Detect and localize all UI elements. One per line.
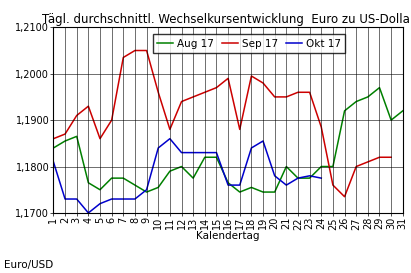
Okt 17 (237, 183, 242, 187)
Okt 17 (121, 197, 126, 201)
Aug 17 (237, 190, 242, 194)
Okt 17 (202, 151, 207, 154)
Okt 17 (179, 151, 184, 154)
Okt 17 (226, 183, 231, 187)
Okt 17 (261, 139, 266, 143)
Okt 17 (156, 146, 161, 150)
Sep 17 (214, 86, 219, 89)
Aug 17 (296, 176, 300, 180)
Aug 17 (156, 186, 161, 189)
Okt 17 (284, 183, 289, 187)
Sep 17 (74, 114, 79, 117)
Legend: Aug 17, Sep 17, Okt 17: Aug 17, Sep 17, Okt 17 (153, 34, 345, 53)
Okt 17 (132, 197, 137, 201)
Aug 17 (307, 176, 312, 180)
Sep 17 (342, 195, 347, 198)
Sep 17 (261, 81, 266, 85)
Sep 17 (202, 91, 207, 94)
Okt 17 (86, 211, 91, 215)
Sep 17 (156, 91, 161, 94)
Sep 17 (319, 125, 324, 129)
Aug 17 (86, 181, 91, 184)
Aug 17 (214, 156, 219, 159)
Okt 17 (272, 174, 277, 177)
Line: Aug 17: Aug 17 (53, 88, 403, 192)
Sep 17 (179, 100, 184, 103)
Aug 17 (330, 165, 335, 168)
Sep 17 (365, 160, 370, 164)
Sep 17 (191, 95, 196, 99)
Sep 17 (62, 132, 67, 136)
Aug 17 (121, 176, 126, 180)
Aug 17 (97, 188, 102, 191)
Sep 17 (377, 156, 382, 159)
Sep 17 (51, 137, 56, 140)
Sep 17 (272, 95, 277, 99)
Text: Euro/USD: Euro/USD (4, 260, 53, 270)
Aug 17 (74, 135, 79, 138)
Aug 17 (400, 109, 405, 112)
Okt 17 (214, 151, 219, 154)
Aug 17 (144, 190, 149, 194)
Aug 17 (51, 146, 56, 150)
Okt 17 (97, 202, 102, 205)
Sep 17 (296, 91, 300, 94)
Okt 17 (109, 197, 114, 201)
Aug 17 (167, 170, 172, 173)
Aug 17 (354, 100, 359, 103)
Okt 17 (319, 176, 324, 180)
Sep 17 (132, 49, 137, 52)
Aug 17 (272, 190, 277, 194)
Okt 17 (144, 188, 149, 191)
Aug 17 (319, 165, 324, 168)
Sep 17 (237, 128, 242, 131)
Sep 17 (284, 95, 289, 99)
Sep 17 (330, 183, 335, 187)
Aug 17 (249, 186, 254, 189)
Aug 17 (132, 183, 137, 187)
Sep 17 (109, 118, 114, 122)
Sep 17 (97, 137, 102, 140)
Aug 17 (62, 139, 67, 143)
Sep 17 (121, 56, 126, 59)
Line: Sep 17: Sep 17 (53, 51, 391, 197)
Sep 17 (249, 74, 254, 78)
Aug 17 (261, 190, 266, 194)
Okt 17 (296, 176, 300, 180)
Aug 17 (202, 156, 207, 159)
Aug 17 (284, 165, 289, 168)
Sep 17 (144, 49, 149, 52)
Sep 17 (389, 156, 394, 159)
Sep 17 (307, 91, 312, 94)
Okt 17 (307, 174, 312, 177)
Aug 17 (109, 176, 114, 180)
Sep 17 (167, 128, 172, 131)
Sep 17 (226, 77, 231, 80)
Aug 17 (342, 109, 347, 112)
Okt 17 (191, 151, 196, 154)
Sep 17 (86, 105, 91, 108)
Aug 17 (226, 181, 231, 184)
Aug 17 (377, 86, 382, 89)
Okt 17 (51, 160, 56, 164)
Aug 17 (179, 165, 184, 168)
Okt 17 (167, 137, 172, 140)
Okt 17 (249, 146, 254, 150)
Aug 17 (389, 118, 394, 122)
Title: Tägl. durchschnittl. Wechselkursentwicklung  Euro zu US-Dollar: Tägl. durchschnittl. Wechselkursentwickl… (42, 13, 411, 26)
X-axis label: Kalendertag: Kalendertag (196, 231, 260, 241)
Okt 17 (74, 197, 79, 201)
Line: Okt 17: Okt 17 (53, 139, 321, 213)
Okt 17 (62, 197, 67, 201)
Sep 17 (354, 165, 359, 168)
Aug 17 (365, 95, 370, 99)
Aug 17 (191, 176, 196, 180)
